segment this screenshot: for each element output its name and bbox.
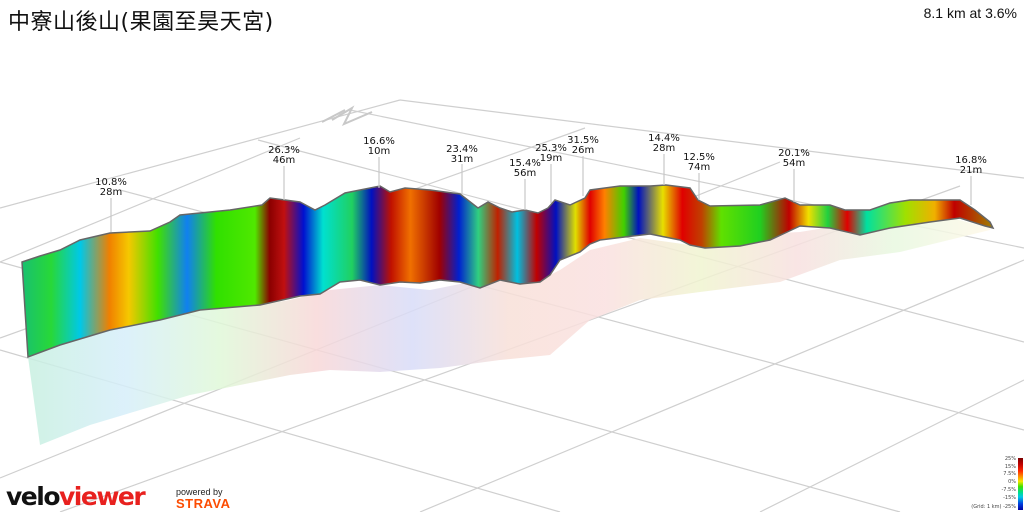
anno-length: 74m xyxy=(688,162,710,173)
anno-length: 28m xyxy=(100,187,122,198)
anno-gradient: 23.4% xyxy=(446,144,478,155)
anno-length: 31m xyxy=(451,154,473,165)
anno-gradient: 15.4% xyxy=(509,158,541,169)
anno-length: 54m xyxy=(783,158,805,169)
anno-gradient: 14.4% xyxy=(648,133,680,144)
route-stats: 8.1 km at 3.6% xyxy=(923,5,1017,21)
strava-logo: STRAVA xyxy=(176,496,231,511)
anno-gradient: 16.6% xyxy=(363,136,395,147)
anno-length: 19m xyxy=(540,153,562,164)
anno-length: 28m xyxy=(653,143,675,154)
anno-gradient: 12.5% xyxy=(683,152,715,163)
veloviewer-logo[interactable]: veloviewer xyxy=(6,482,146,511)
anno-gradient: 10.8% xyxy=(95,177,127,188)
north-arrow-icon xyxy=(321,105,373,126)
anno-gradient: 20.1% xyxy=(778,148,810,159)
anno-length: 56m xyxy=(514,168,536,179)
anno-gradient: 16.8% xyxy=(955,155,987,166)
anno-length: 10m xyxy=(368,146,390,157)
profile-reflection xyxy=(28,210,990,445)
anno-length: 46m xyxy=(273,155,295,166)
page-title: 中寮山後山(果園至昊天宮) xyxy=(8,10,274,35)
elevation-profile-wall[interactable] xyxy=(21,184,995,359)
anno-length: 26m xyxy=(572,145,594,156)
annotation-labels: 10.8% 28m 26.3% 46m 16.6% 10m 23.4% 31m … xyxy=(95,133,987,198)
anno-gradient: 25.3% xyxy=(535,143,567,154)
annotation-markers xyxy=(110,154,972,232)
powered-by-strava[interactable]: powered by STRAVA xyxy=(176,487,231,511)
anno-length: 21m xyxy=(960,165,982,176)
anno-gradient: 26.3% xyxy=(268,145,300,156)
gradient-legend: 25% 15% 7.5% 0% -7.5% -15% (Grid: 1 km) … xyxy=(971,456,1024,512)
gradient-color-scale xyxy=(1018,458,1023,510)
anno-gradient: 31.5% xyxy=(567,135,599,146)
